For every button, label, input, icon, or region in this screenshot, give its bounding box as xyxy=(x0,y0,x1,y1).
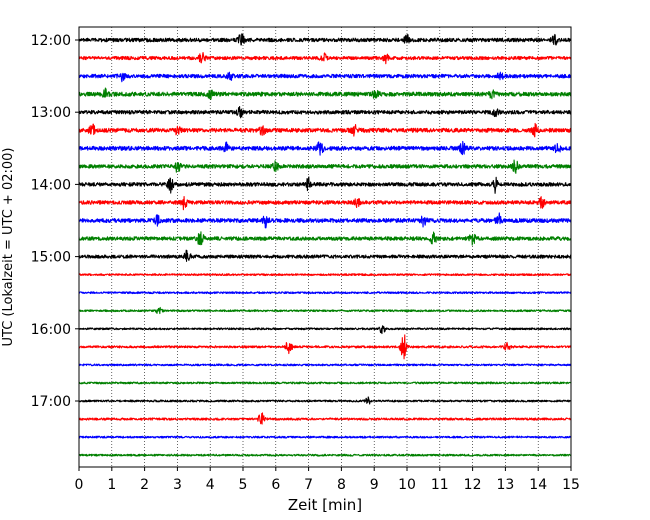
trace-line xyxy=(78,231,572,246)
x-tick-label: 1 xyxy=(107,477,116,493)
x-axis-label: Zeit [min] xyxy=(288,496,362,514)
grid-lines xyxy=(111,27,539,467)
trace-line xyxy=(78,273,572,277)
trace-line xyxy=(78,159,572,174)
x-tick-label: 8 xyxy=(337,477,346,493)
x-tick-label: 13 xyxy=(496,477,514,493)
x-tick-label: 7 xyxy=(304,477,313,493)
trace-line xyxy=(78,291,572,295)
trace-line xyxy=(78,325,572,335)
trace-line xyxy=(78,381,572,385)
x-tick-label: 12 xyxy=(464,477,482,493)
trace-line xyxy=(78,105,572,119)
x-tick-label: 5 xyxy=(239,477,248,493)
x-tick-label: 4 xyxy=(206,477,215,493)
y-tick-label: 14:00 xyxy=(31,177,71,193)
x-tick-label: 11 xyxy=(431,477,449,493)
trace-line xyxy=(78,196,572,211)
trace-line xyxy=(78,87,572,100)
trace-line xyxy=(78,51,572,65)
plot-frame xyxy=(78,26,572,468)
trace-line xyxy=(78,212,572,229)
x-tick-label: 9 xyxy=(370,477,379,493)
x-axis-ticks: 0 1 2 3 4 5 6 7 8 9 10 11 12 13 14 15 xyxy=(75,467,580,493)
x-tick-label: 3 xyxy=(173,477,182,493)
trace-line xyxy=(78,33,572,46)
x-tick-label: 10 xyxy=(398,477,416,493)
trace-line xyxy=(78,71,572,83)
trace-line xyxy=(78,140,572,156)
trace-line xyxy=(78,249,572,262)
x-tick-label: 0 xyxy=(75,477,84,493)
trace-line xyxy=(78,176,572,194)
trace-line xyxy=(78,363,572,367)
trace-line xyxy=(78,412,572,425)
x-tick-label: 14 xyxy=(529,477,547,493)
trace-line xyxy=(78,396,572,405)
traces xyxy=(78,33,572,457)
y-axis-label: UTC (Lokalzeit = UTC + 02:00) xyxy=(1,148,16,347)
trace-line xyxy=(78,306,572,315)
y-tick-label: 17:00 xyxy=(31,394,71,410)
trace-line xyxy=(78,453,572,457)
trace-line xyxy=(78,122,572,138)
y-axis-ticks: 12:00 13:00 14:00 15:00 16:00 17:00 xyxy=(31,33,79,410)
x-tick-label: 2 xyxy=(140,477,149,493)
y-tick-label: 13:00 xyxy=(31,105,71,121)
y-tick-label: 12:00 xyxy=(31,33,71,49)
trace-line xyxy=(78,435,572,439)
trace-line xyxy=(78,334,572,360)
x-tick-label: 6 xyxy=(271,477,280,493)
y-tick-label: 15:00 xyxy=(31,250,71,266)
x-tick-label: 15 xyxy=(562,477,580,493)
y-tick-label: 16:00 xyxy=(31,322,71,338)
